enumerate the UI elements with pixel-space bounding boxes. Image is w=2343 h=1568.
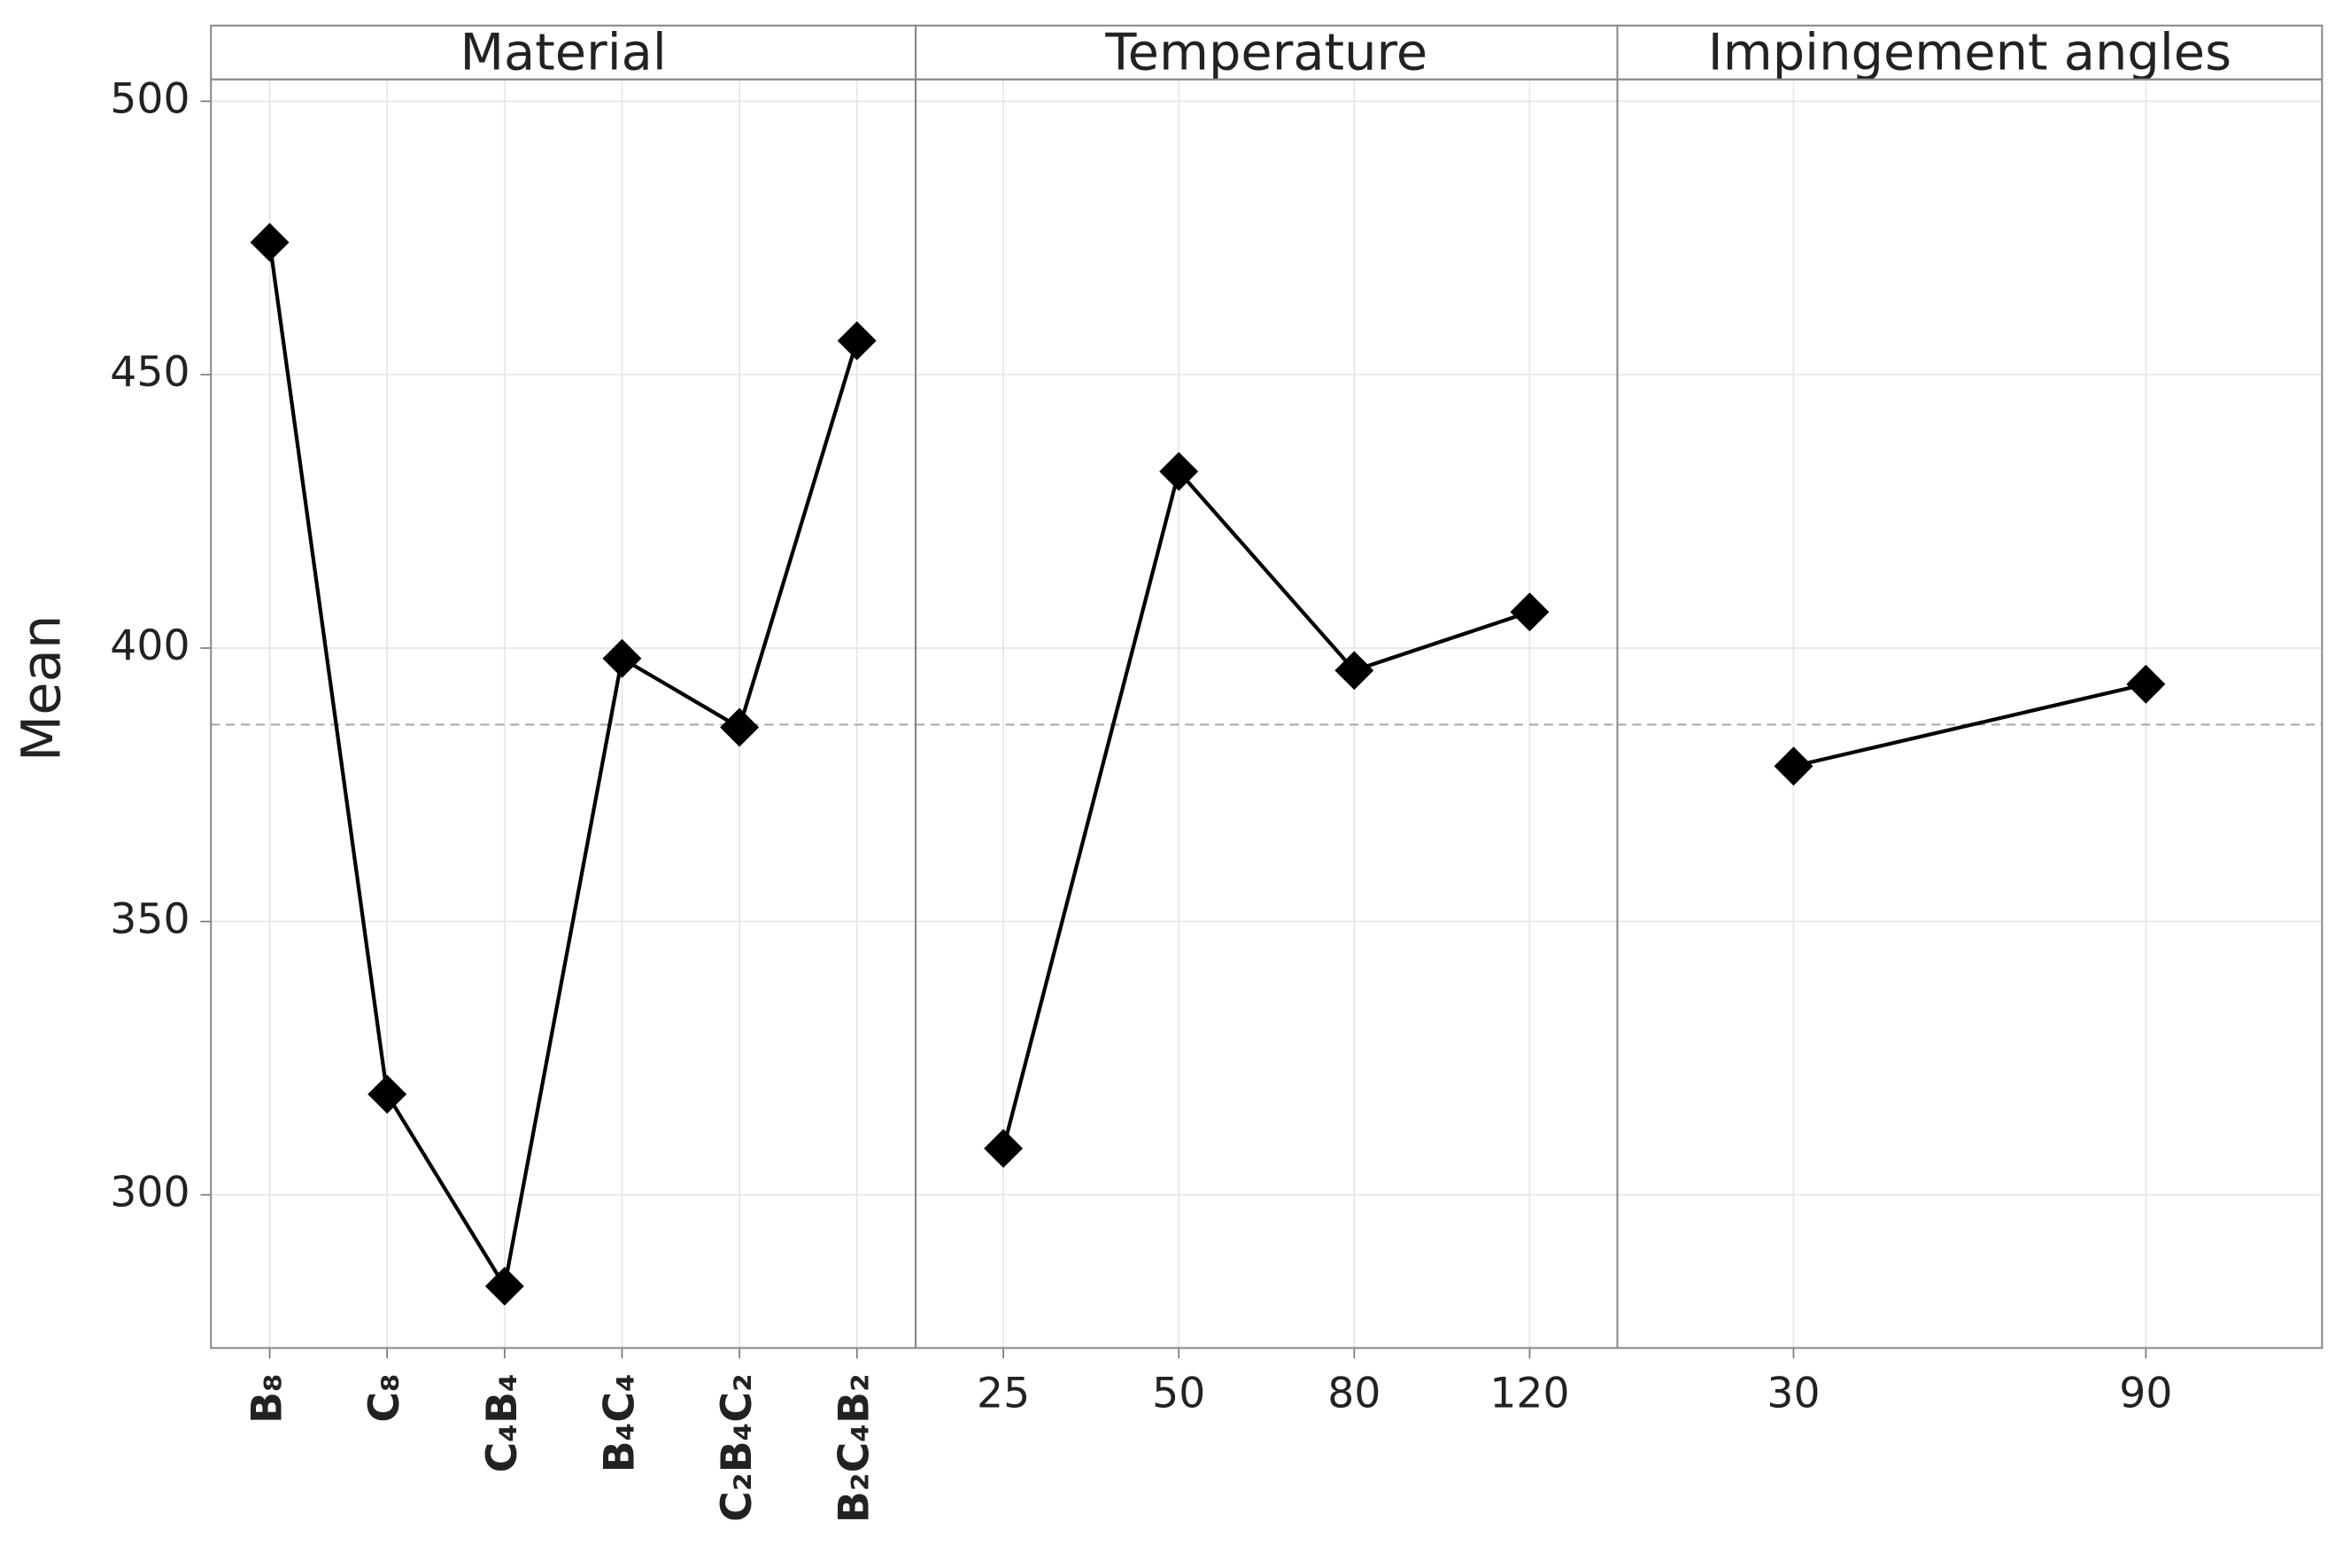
panel-frame (915, 78, 1619, 1349)
y-tick-label: 300 (110, 1169, 189, 1217)
marker (367, 1074, 407, 1114)
x-tick-label: B₈ (244, 1373, 292, 1424)
marker (1510, 592, 1550, 632)
y-tick-label: 450 (110, 348, 189, 397)
x-tick-label: 120 (1489, 1370, 1569, 1418)
x-tick-label: C₈ (360, 1373, 409, 1422)
y-tick-label: 350 (110, 895, 189, 944)
panel-frame (210, 78, 917, 1349)
line (267, 242, 859, 1292)
y-tick-label: 400 (110, 622, 189, 670)
x-tick-label: 30 (1767, 1370, 1820, 1418)
panel-title: Material (460, 22, 666, 81)
x-tick-label: C₂B₄C₂ (713, 1373, 762, 1522)
x-tick-label: C₄B₄ (478, 1373, 527, 1472)
marker (1159, 452, 1199, 491)
x-tick-label: B₂C₄B₂ (831, 1373, 879, 1523)
marker (720, 707, 760, 747)
line (1001, 467, 1531, 1149)
x-tick-label: 80 (1327, 1370, 1380, 1418)
marker (602, 638, 642, 678)
marker (2126, 664, 2166, 704)
panel-frame (1616, 78, 2324, 1349)
x-tick-label: B₄C₄ (595, 1373, 644, 1472)
line (1792, 682, 2146, 769)
marker (1334, 651, 1374, 691)
x-tick-label: 50 (1152, 1370, 1205, 1418)
panel-title: Impingement angles (1708, 22, 2231, 81)
marker (250, 222, 290, 262)
y-axis-label: Mean (11, 615, 73, 762)
marker (837, 321, 877, 360)
panel-title: Temperature (1104, 22, 1427, 81)
marker (1774, 746, 1813, 786)
marker (984, 1129, 1024, 1169)
marker (484, 1266, 524, 1306)
x-tick-label: 25 (977, 1370, 1030, 1418)
x-tick-label: 90 (2119, 1370, 2172, 1418)
y-tick-label: 500 (110, 74, 189, 123)
